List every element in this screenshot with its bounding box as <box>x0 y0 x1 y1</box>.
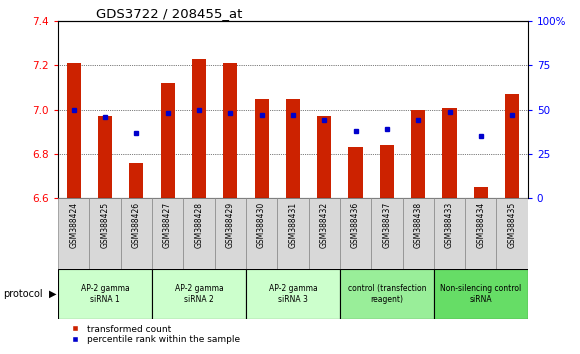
Text: control (transfection
reagent): control (transfection reagent) <box>347 284 426 303</box>
FancyBboxPatch shape <box>152 269 246 319</box>
FancyBboxPatch shape <box>340 269 434 319</box>
Text: GSM388430: GSM388430 <box>257 202 266 249</box>
Text: GSM388425: GSM388425 <box>100 202 110 248</box>
FancyBboxPatch shape <box>89 198 121 276</box>
FancyBboxPatch shape <box>183 198 215 276</box>
Text: GSM388429: GSM388429 <box>226 202 235 248</box>
Text: AP-2 gamma
siRNA 1: AP-2 gamma siRNA 1 <box>81 284 129 303</box>
Bar <box>505 94 519 198</box>
Text: ▶: ▶ <box>49 289 57 299</box>
FancyBboxPatch shape <box>403 198 434 276</box>
FancyBboxPatch shape <box>371 198 403 276</box>
Text: Non-silencing control
siRNA: Non-silencing control siRNA <box>440 284 521 303</box>
FancyBboxPatch shape <box>58 198 89 276</box>
Text: GSM388428: GSM388428 <box>194 202 204 248</box>
FancyBboxPatch shape <box>121 198 152 276</box>
Bar <box>380 145 394 198</box>
Text: GSM388431: GSM388431 <box>288 202 298 248</box>
Text: GSM388437: GSM388437 <box>382 202 392 249</box>
Text: AP-2 gamma
siRNA 3: AP-2 gamma siRNA 3 <box>269 284 317 303</box>
Bar <box>192 59 206 198</box>
Text: GSM388432: GSM388432 <box>320 202 329 248</box>
FancyBboxPatch shape <box>434 269 528 319</box>
Legend: transformed count, percentile rank within the sample: transformed count, percentile rank withi… <box>63 321 244 348</box>
Bar <box>98 116 112 198</box>
FancyBboxPatch shape <box>340 198 371 276</box>
Bar <box>317 116 331 198</box>
FancyBboxPatch shape <box>246 198 277 276</box>
FancyBboxPatch shape <box>152 198 183 276</box>
Bar <box>411 110 425 198</box>
FancyBboxPatch shape <box>434 198 465 276</box>
FancyBboxPatch shape <box>277 198 309 276</box>
Text: GDS3722 / 208455_at: GDS3722 / 208455_at <box>96 7 242 20</box>
Bar <box>223 63 237 198</box>
Text: AP-2 gamma
siRNA 2: AP-2 gamma siRNA 2 <box>175 284 223 303</box>
Text: protocol: protocol <box>3 289 42 299</box>
FancyBboxPatch shape <box>465 198 496 276</box>
FancyBboxPatch shape <box>309 198 340 276</box>
Bar <box>443 108 456 198</box>
Text: GSM388426: GSM388426 <box>132 202 141 248</box>
Text: GSM388438: GSM388438 <box>414 202 423 248</box>
Bar <box>474 187 488 198</box>
Bar <box>286 99 300 198</box>
Bar <box>129 163 143 198</box>
FancyBboxPatch shape <box>215 198 246 276</box>
Text: GSM388427: GSM388427 <box>163 202 172 248</box>
Text: GSM388424: GSM388424 <box>69 202 78 248</box>
Text: GSM388434: GSM388434 <box>476 202 485 249</box>
Text: GSM388435: GSM388435 <box>508 202 517 249</box>
FancyBboxPatch shape <box>496 198 528 276</box>
Text: GSM388436: GSM388436 <box>351 202 360 249</box>
Bar <box>349 147 362 198</box>
FancyBboxPatch shape <box>246 269 340 319</box>
Bar <box>255 99 269 198</box>
Bar <box>161 83 175 198</box>
FancyBboxPatch shape <box>58 269 152 319</box>
Text: GSM388433: GSM388433 <box>445 202 454 249</box>
Bar <box>67 63 81 198</box>
